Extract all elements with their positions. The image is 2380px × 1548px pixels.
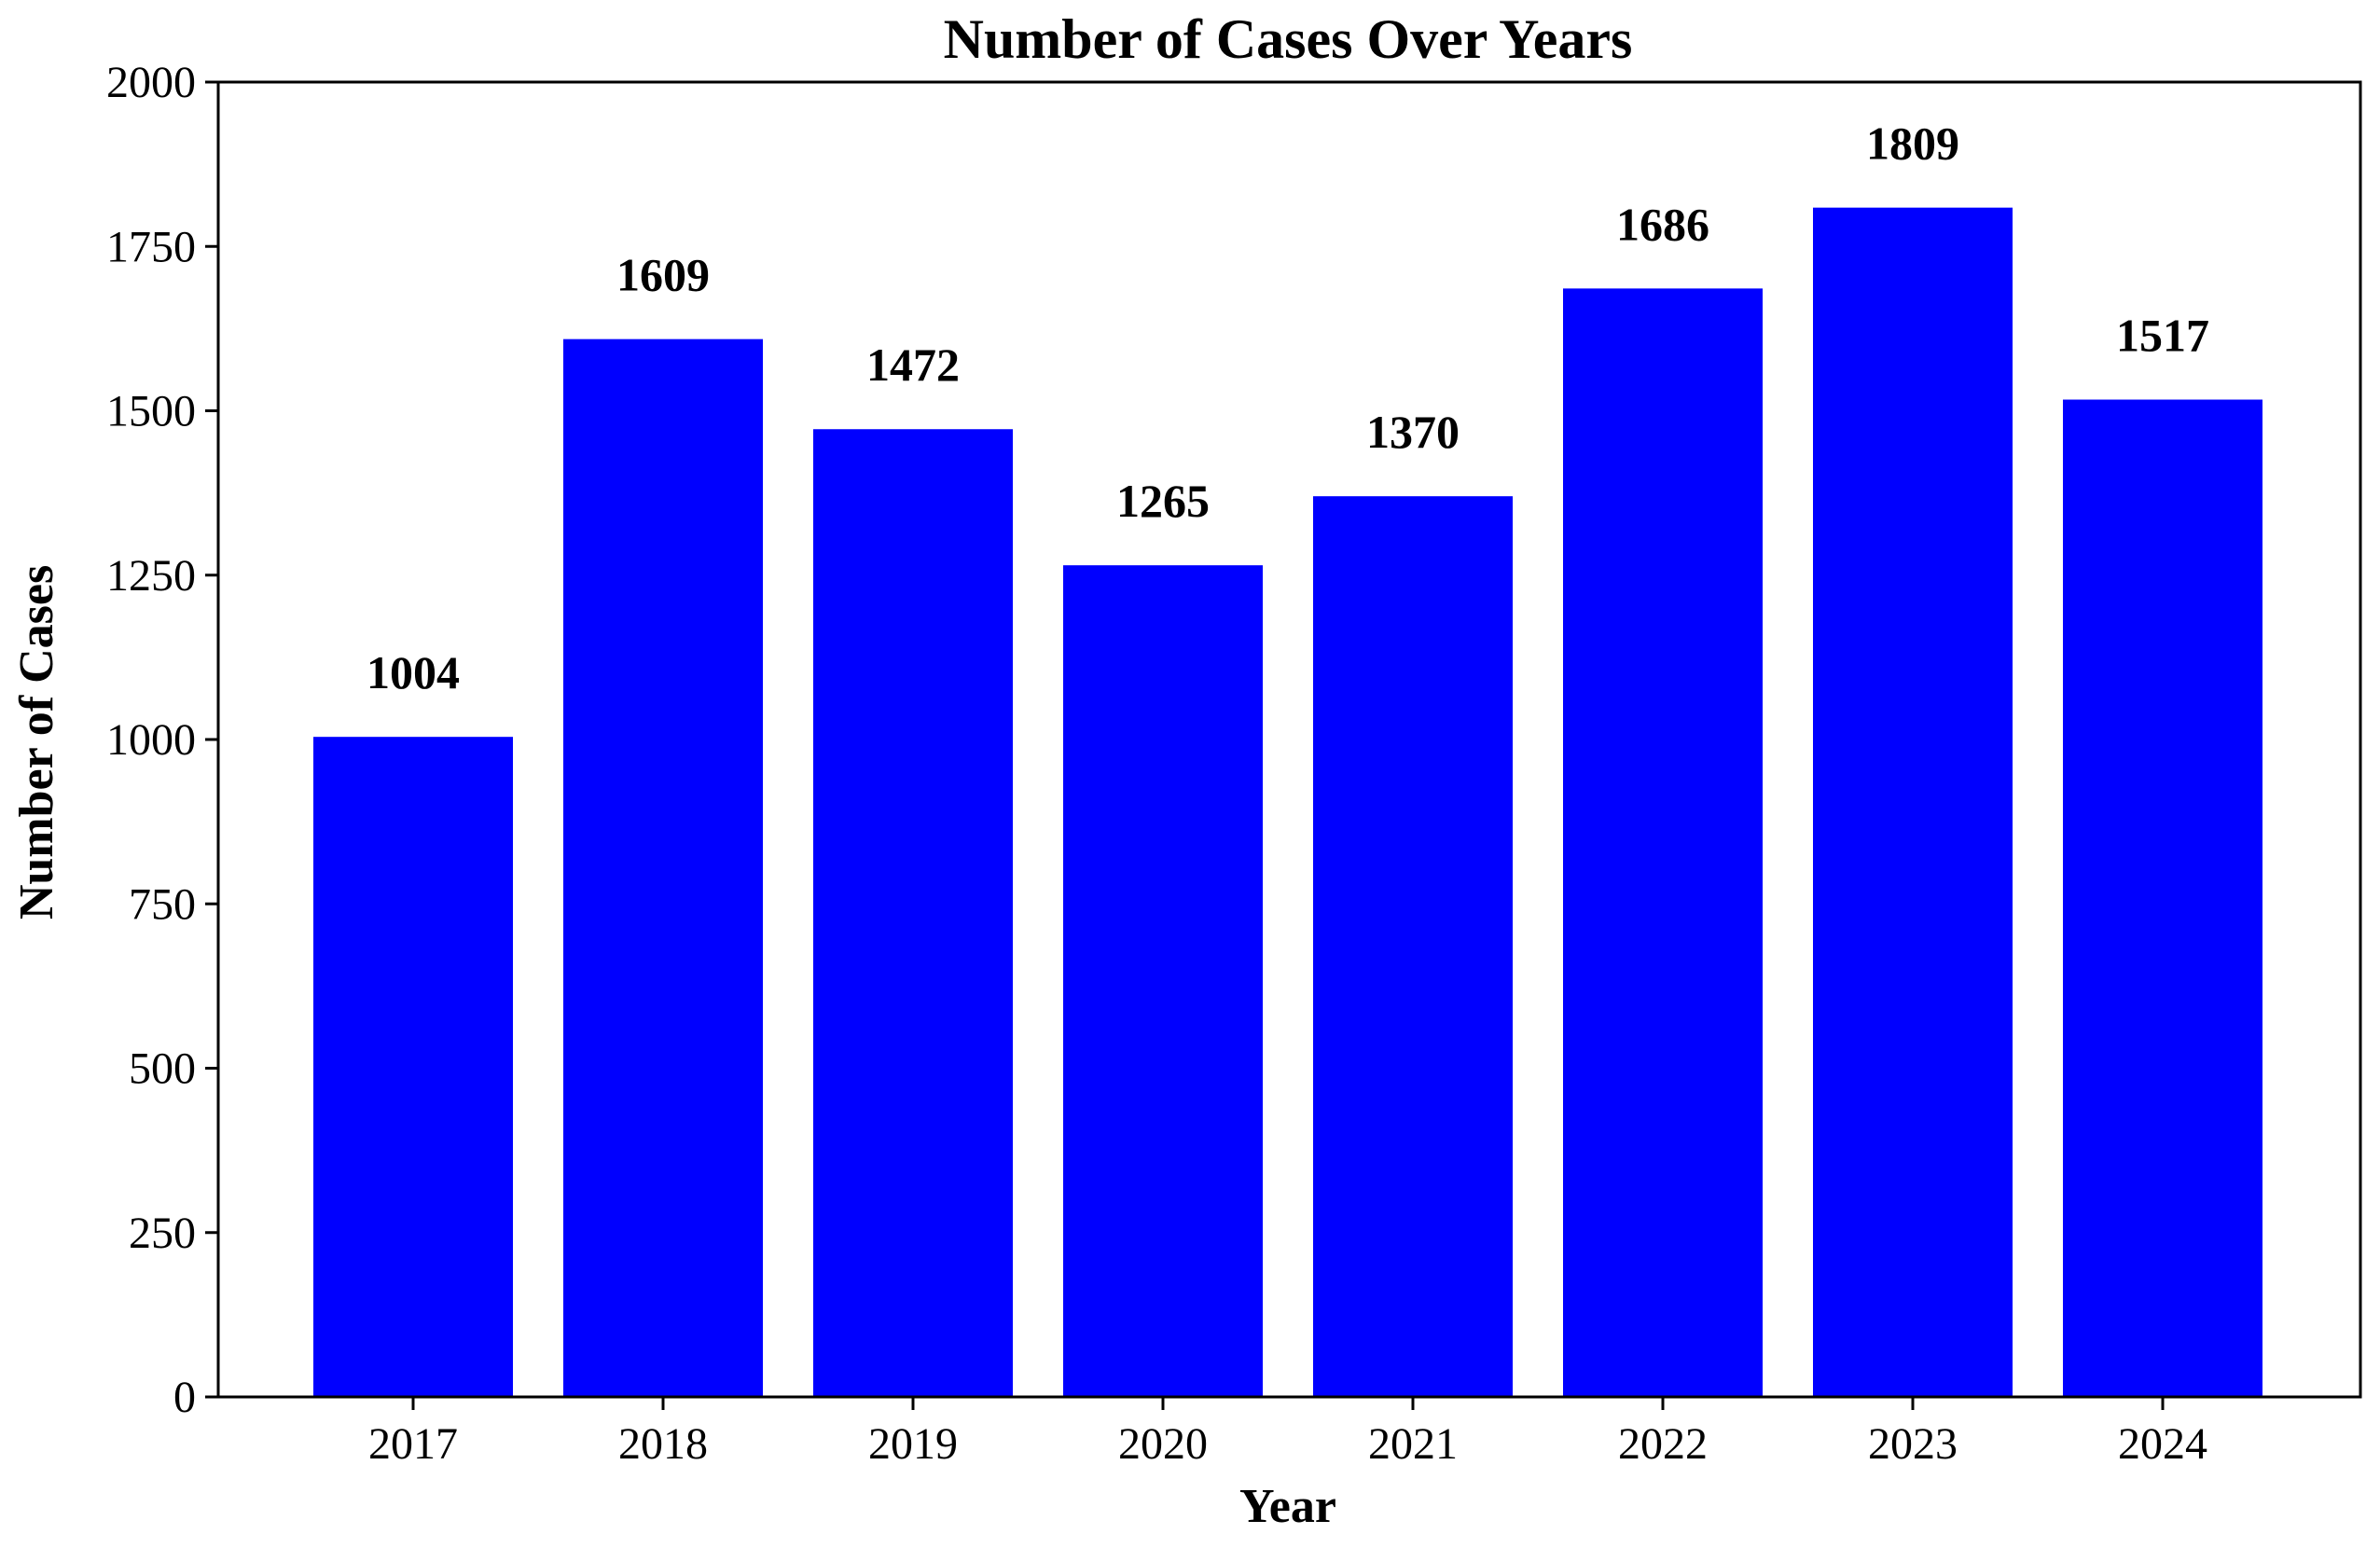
x-axis-label: Year: [1239, 1480, 1336, 1533]
data-label-2023: 1809: [1866, 117, 1959, 170]
y-tick-label: 1250: [106, 551, 196, 601]
x-tick-label-2022: 2022: [1618, 1419, 1708, 1469]
bar-2023: [1813, 207, 2013, 1397]
x-tick-label-2021: 2021: [1368, 1419, 1458, 1469]
y-tick-label: 1000: [106, 715, 196, 765]
data-label-2022: 1686: [1616, 198, 1709, 250]
chart-title: Number of Cases Over Years: [944, 8, 1633, 70]
x-tick-label-2020: 2020: [1118, 1419, 1208, 1469]
data-label-2020: 1265: [1116, 475, 1210, 527]
data-label-2017: 1004: [367, 646, 460, 698]
bar-2017: [313, 737, 513, 1397]
y-tick-label: 2000: [106, 58, 196, 107]
data-label-2019: 1472: [866, 339, 960, 391]
y-tick-label: 0: [173, 1373, 196, 1422]
data-label-2018: 1609: [616, 249, 710, 301]
x-tick-label-2024: 2024: [2118, 1419, 2207, 1469]
x-tick-label-2019: 2019: [868, 1419, 958, 1469]
bar-2019: [813, 429, 1013, 1397]
bar-2022: [1563, 288, 1763, 1397]
data-labels: 1004 1609 1472 1265 1370 1686 1809 1517: [367, 117, 2209, 699]
x-tick-label-2018: 2018: [618, 1419, 708, 1469]
bar-2024: [2063, 399, 2262, 1397]
bars: [313, 207, 2262, 1397]
bar-2021: [1313, 496, 1513, 1397]
bar-2018: [563, 339, 763, 1397]
plot-frame: [216, 80, 2362, 1399]
y-tick-label: 250: [129, 1209, 196, 1258]
bar-2020: [1063, 565, 1263, 1397]
y-tick-label: 750: [129, 879, 196, 929]
axis-ticks: 0 250 500 750 1000 1250 1500 1750 2000 2017 2018 20…: [106, 58, 2207, 1469]
y-axis-label: Number of Cases: [10, 565, 63, 919]
y-tick-label: 1500: [106, 387, 196, 436]
data-label-2024: 1517: [2116, 310, 2209, 362]
y-tick-label: 1750: [106, 222, 196, 271]
x-tick-label-2023: 2023: [1868, 1419, 1958, 1469]
x-tick-label-2017: 2017: [368, 1419, 458, 1469]
y-tick-label: 500: [129, 1044, 196, 1094]
data-label-2021: 1370: [1366, 406, 1460, 458]
